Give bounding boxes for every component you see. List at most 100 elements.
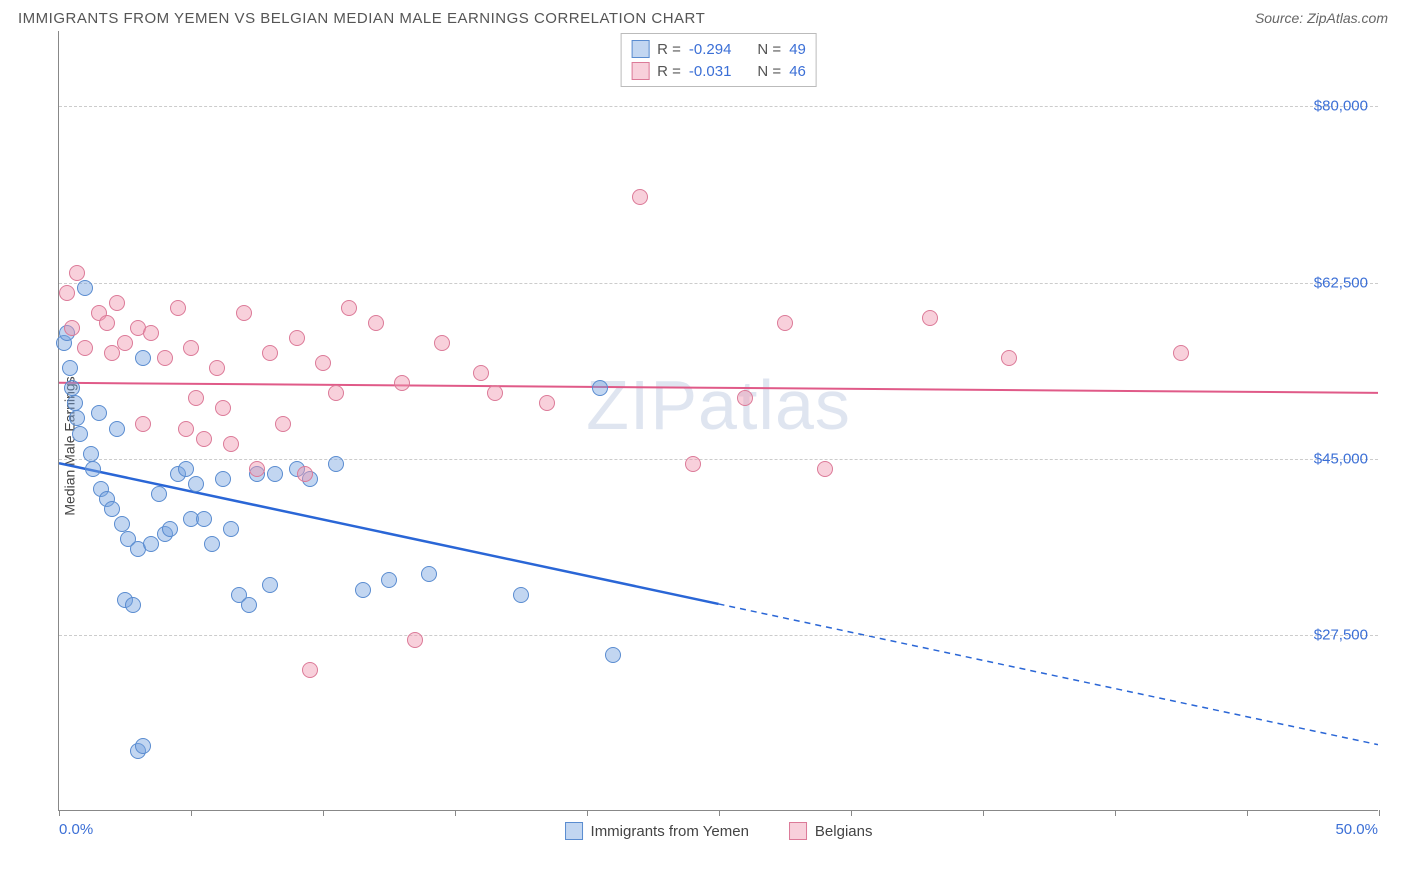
data-point: [125, 597, 141, 613]
data-point: [421, 566, 437, 582]
data-point: [77, 280, 93, 296]
n-label-1: N =: [757, 41, 781, 58]
r-label-2: R =: [657, 63, 681, 80]
data-point: [196, 431, 212, 447]
n-value-2: 46: [789, 63, 806, 80]
data-point: [143, 325, 159, 341]
x-axis-min-label: 0.0%: [59, 821, 93, 838]
data-point: [64, 320, 80, 336]
data-point: [632, 189, 648, 205]
r-label-1: R =: [657, 41, 681, 58]
data-point: [1001, 350, 1017, 366]
x-tick: [719, 810, 720, 816]
correlation-legend: R = -0.294 N = 49 R = -0.031 N = 46: [620, 33, 817, 87]
data-point: [922, 310, 938, 326]
r-value-1: -0.294: [689, 41, 732, 58]
gridline: [59, 459, 1378, 460]
data-point: [355, 582, 371, 598]
swatch-series-1: [631, 40, 649, 58]
source-attribution: Source: ZipAtlas.com: [1255, 10, 1388, 26]
data-point: [341, 300, 357, 316]
y-tick-label: $80,000: [1314, 98, 1368, 115]
data-point: [69, 410, 85, 426]
data-point: [236, 305, 252, 321]
y-tick-label: $62,500: [1314, 274, 1368, 291]
data-point: [539, 395, 555, 411]
data-point: [170, 300, 186, 316]
data-point: [275, 416, 291, 432]
data-point: [64, 380, 80, 396]
n-label-2: N =: [757, 63, 781, 80]
data-point: [434, 335, 450, 351]
data-point: [223, 436, 239, 452]
x-axis-max-label: 50.0%: [1335, 821, 1378, 838]
data-point: [62, 360, 78, 376]
data-point: [67, 395, 83, 411]
watermark-bold: ZIP: [586, 366, 698, 444]
data-point: [737, 390, 753, 406]
data-point: [109, 421, 125, 437]
data-point: [241, 597, 257, 613]
data-point: [215, 400, 231, 416]
data-point: [104, 501, 120, 517]
gridline: [59, 635, 1378, 636]
data-point: [85, 461, 101, 477]
legend-swatch-1: [565, 822, 583, 840]
trend-lines: [59, 31, 1378, 810]
data-point: [262, 345, 278, 361]
x-tick: [851, 810, 852, 816]
data-point: [59, 285, 75, 301]
data-point: [135, 416, 151, 432]
chart-area: Median Male Earnings ZIPatlas R = -0.294…: [10, 31, 1396, 861]
data-point: [328, 456, 344, 472]
data-point: [315, 355, 331, 371]
legend-item-2: Belgians: [789, 822, 873, 840]
data-point: [328, 385, 344, 401]
data-point: [297, 466, 313, 482]
data-point: [183, 340, 199, 356]
swatch-series-2: [631, 62, 649, 80]
data-point: [178, 421, 194, 437]
data-point: [777, 315, 793, 331]
data-point: [135, 350, 151, 366]
plot-region: ZIPatlas R = -0.294 N = 49 R = -0.031 N …: [58, 31, 1378, 811]
data-point: [513, 587, 529, 603]
data-point: [249, 461, 265, 477]
data-point: [114, 516, 130, 532]
data-point: [605, 647, 621, 663]
watermark-light: atlas: [698, 366, 851, 444]
data-point: [188, 476, 204, 492]
x-tick: [455, 810, 456, 816]
data-point: [204, 536, 220, 552]
data-point: [72, 426, 88, 442]
legend-label-2: Belgians: [815, 823, 873, 840]
data-point: [487, 385, 503, 401]
x-tick: [191, 810, 192, 816]
legend-row-series-2: R = -0.031 N = 46: [631, 60, 806, 82]
x-tick: [587, 810, 588, 816]
legend-label-1: Immigrants from Yemen: [591, 823, 749, 840]
data-point: [262, 577, 278, 593]
data-point: [1173, 345, 1189, 361]
data-point: [196, 511, 212, 527]
gridline: [59, 106, 1378, 107]
chart-container: IMMIGRANTS FROM YEMEN VS BELGIAN MEDIAN …: [10, 10, 1396, 882]
data-point: [188, 390, 204, 406]
data-point: [473, 365, 489, 381]
watermark: ZIPatlas: [586, 365, 851, 445]
data-point: [407, 632, 423, 648]
x-tick: [1247, 810, 1248, 816]
x-tick: [1379, 810, 1380, 816]
chart-title: IMMIGRANTS FROM YEMEN VS BELGIAN MEDIAN …: [18, 10, 705, 27]
x-tick: [59, 810, 60, 816]
data-point: [99, 315, 115, 331]
chart-header: IMMIGRANTS FROM YEMEN VS BELGIAN MEDIAN …: [10, 10, 1396, 31]
x-tick: [1115, 810, 1116, 816]
gridline: [59, 283, 1378, 284]
data-point: [109, 295, 125, 311]
y-tick-label: $27,500: [1314, 626, 1368, 643]
x-tick: [323, 810, 324, 816]
data-point: [69, 265, 85, 281]
y-tick-label: $45,000: [1314, 450, 1368, 467]
data-point: [91, 405, 107, 421]
